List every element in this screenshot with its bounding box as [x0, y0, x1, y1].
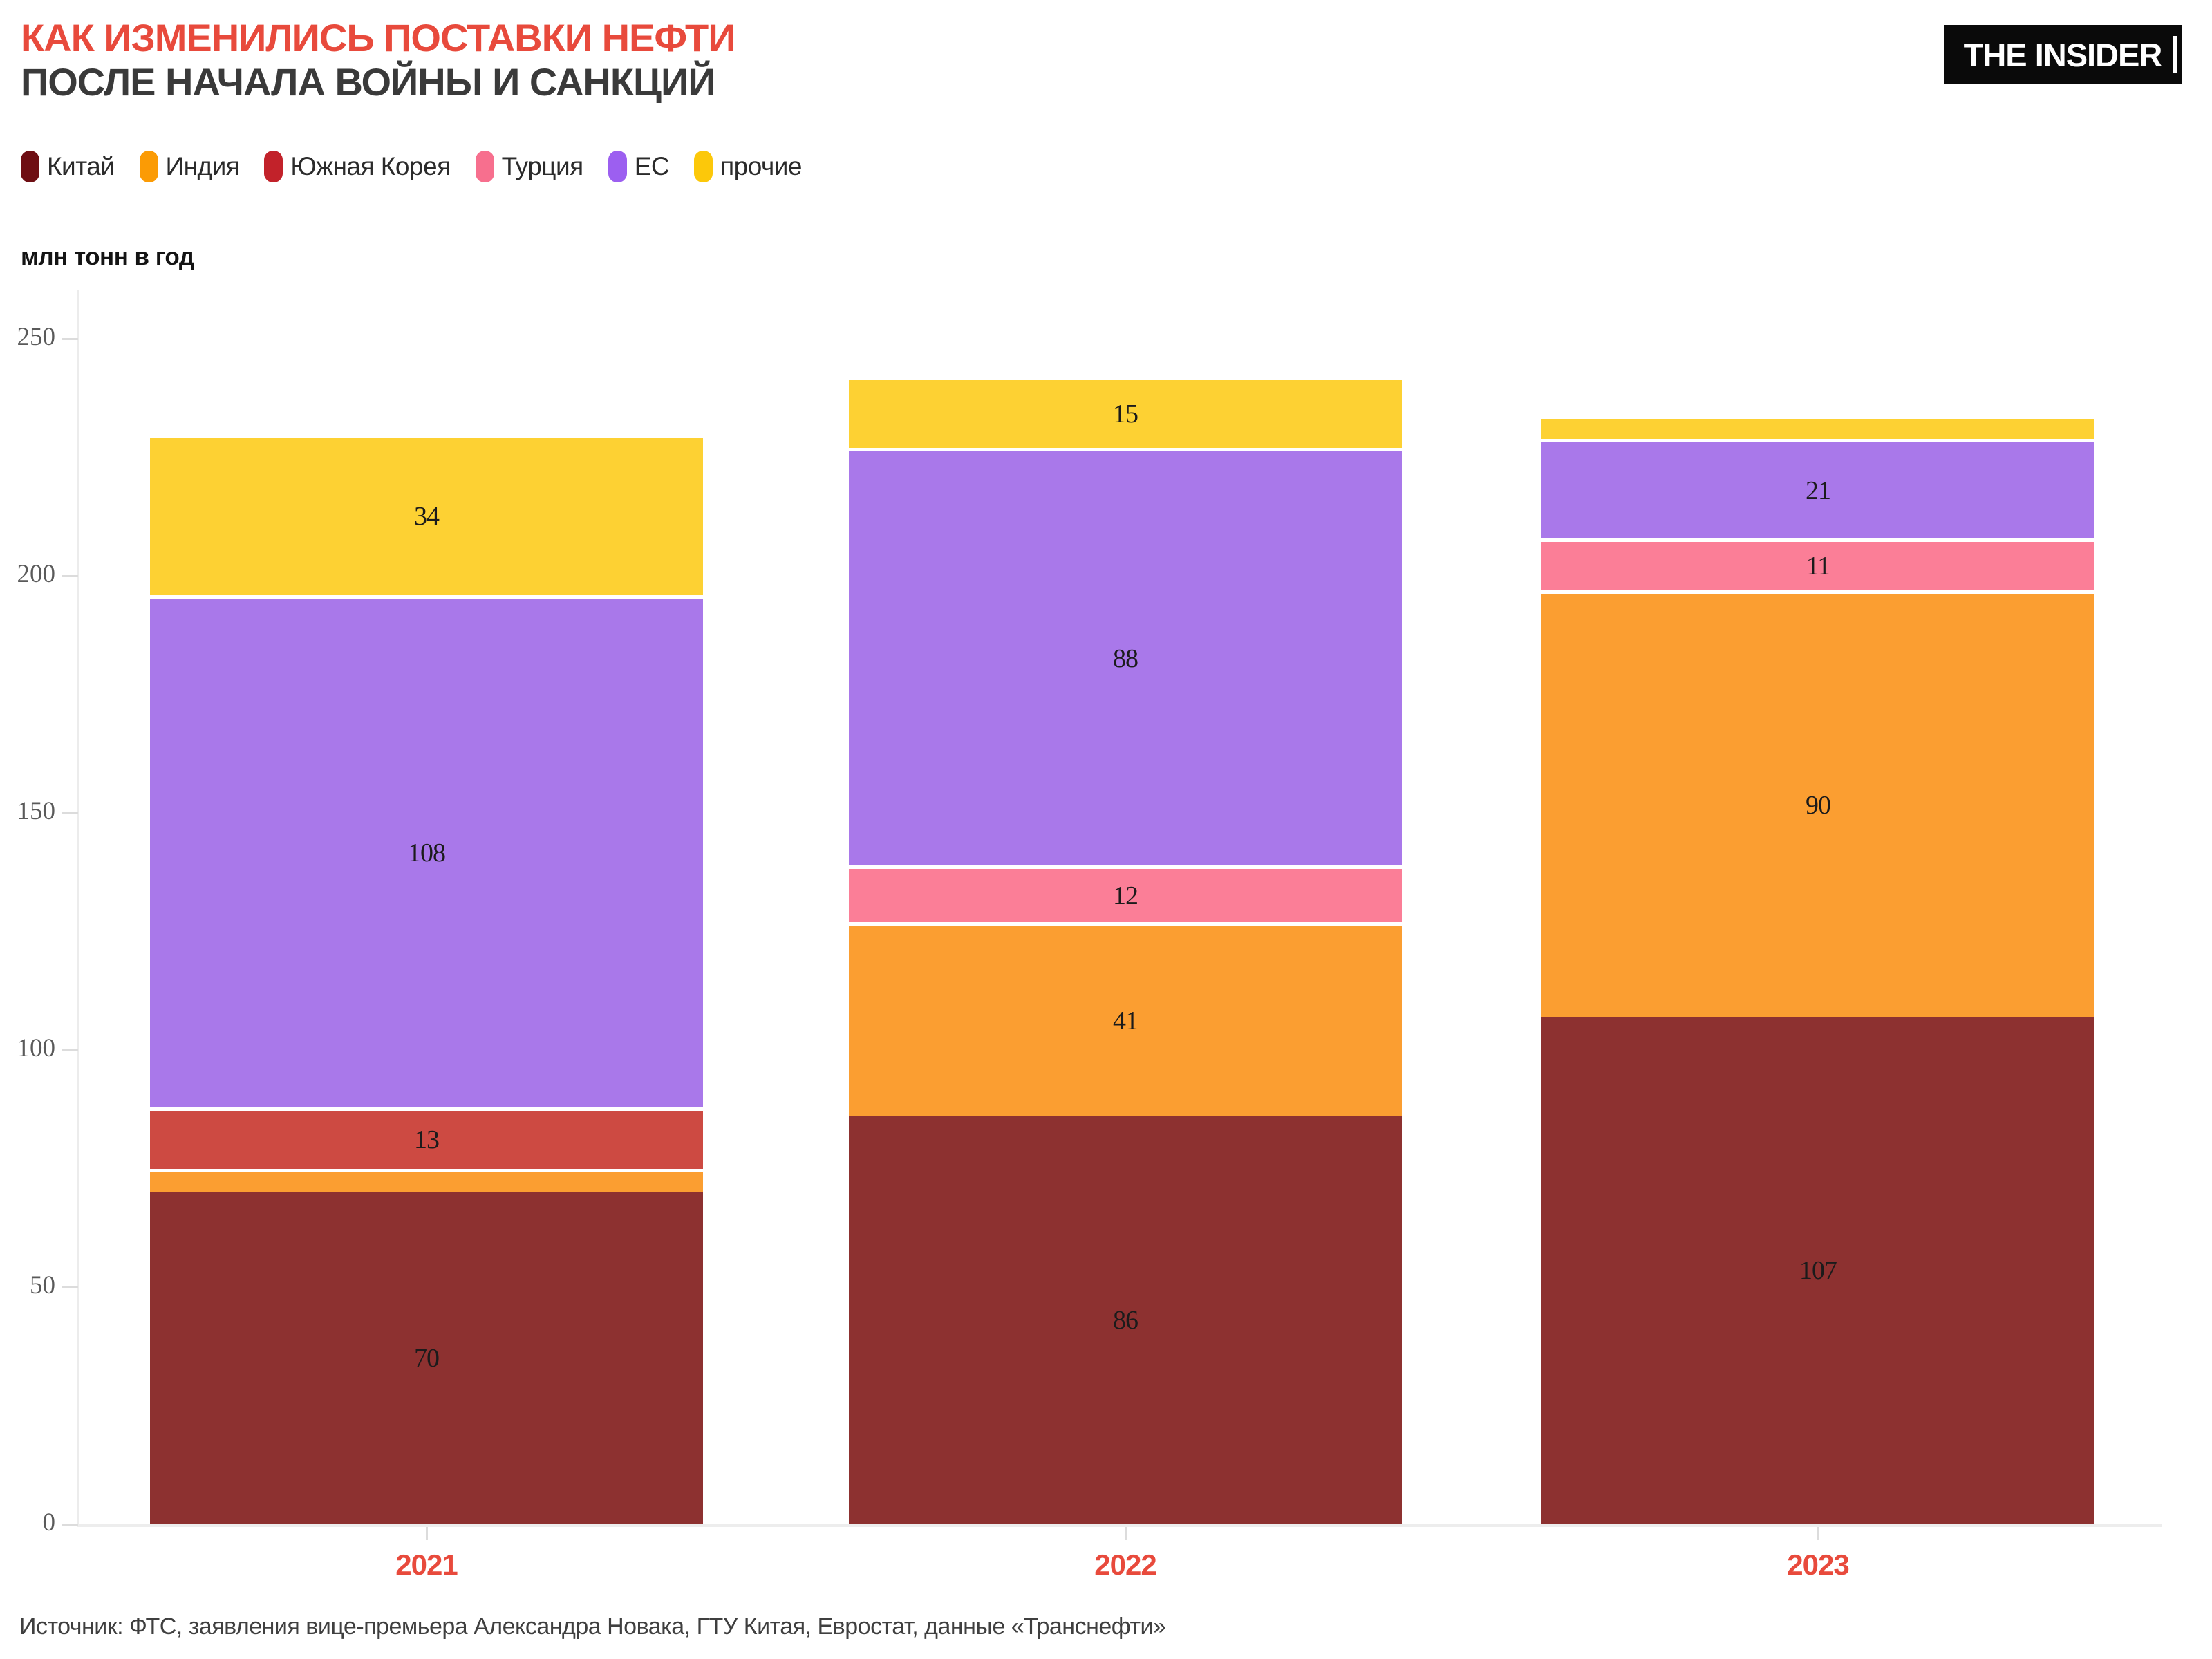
y-tick-label: 100: [17, 1034, 56, 1062]
source-note: Источник: ФТС, заявления вице-премьера А…: [19, 1613, 1166, 1640]
legend-swatch: [608, 151, 627, 182]
x-tick: [426, 1527, 428, 1540]
x-tick: [1125, 1527, 1127, 1540]
bar-2021: 70 13 108 34: [150, 433, 703, 1524]
legend: Китай Индия Южная Корея Турция ЕС прочие: [21, 151, 803, 182]
segment-value-label: 34: [414, 502, 440, 531]
bar-segment-прочие: 15: [849, 377, 1402, 448]
bar-segment-Индия: [150, 1169, 703, 1192]
y-tick: [62, 1049, 78, 1051]
segment-value-label: 12: [1113, 881, 1138, 910]
legend-item: прочие: [694, 151, 803, 182]
x-axis-year-label: 2023: [1787, 1548, 1849, 1581]
bar-segment-Турция: 11: [1541, 538, 2094, 590]
y-tick: [62, 338, 78, 340]
y-tick-label: 200: [17, 560, 56, 588]
y-axis-line: [77, 290, 79, 1525]
segment-value-label: 21: [1806, 476, 1831, 505]
y-tick: [62, 1524, 78, 1526]
legend-item: Южная Корея: [264, 151, 451, 182]
legend-swatch: [264, 151, 283, 182]
x-axis-line: [77, 1524, 2162, 1527]
bar-segment-Китай: 86: [849, 1116, 1402, 1524]
bar-segment-Китай: 70: [150, 1192, 703, 1524]
y-tick-label: 50: [30, 1271, 55, 1300]
legend-swatch: [21, 151, 39, 182]
page-title-line1: КАК ИЗМЕНИЛИСЬ ПОСТАВКИ НЕФТИ: [21, 16, 735, 59]
bar-segment-прочие: 34: [150, 434, 703, 595]
the-insider-logo: THE INSIDER: [1944, 25, 2182, 84]
legend-item: Индия: [139, 151, 240, 182]
legend-item: ЕС: [608, 151, 670, 182]
segment-value-label: 88: [1113, 644, 1138, 673]
bar-2023: 107 90 11 21: [1541, 415, 2094, 1524]
bar-segment-ЕС: 108: [150, 595, 703, 1107]
legend-item: Турция: [475, 151, 584, 182]
bar-segment-Индия: 41: [849, 922, 1402, 1116]
logo-cursor-bar: [2173, 36, 2177, 73]
segment-value-label: 15: [1113, 400, 1138, 429]
bar-segment-прочие: [1541, 415, 2094, 439]
legend-item-label: ЕС: [634, 152, 670, 180]
segment-value-label: 41: [1113, 1006, 1138, 1035]
bar-segment-Южная Корея: 13: [150, 1107, 703, 1169]
legend-swatch: [139, 151, 158, 182]
segment-value-label: 90: [1806, 791, 1831, 820]
y-tick: [62, 1286, 78, 1288]
segment-value-label: 13: [414, 1125, 440, 1154]
legend-item-label: Турция: [501, 152, 584, 180]
segment-value-label: 86: [1113, 1306, 1138, 1335]
y-tick: [62, 812, 78, 814]
bar-segment-ЕС: 21: [1541, 439, 2094, 538]
x-axis-year-label: 2021: [395, 1548, 458, 1581]
axis-unit-label: млн тонн в год: [21, 243, 194, 270]
legend-swatch: [694, 151, 713, 182]
x-tick: [1817, 1527, 1819, 1540]
bar-segment-Индия: 90: [1541, 590, 2094, 1017]
x-axis-year-label: 2022: [1094, 1548, 1156, 1581]
legend-swatch: [475, 151, 494, 182]
legend-item-label: Южная Корея: [290, 152, 451, 180]
legend-item-label: прочие: [720, 152, 803, 180]
legend-item-label: Индия: [165, 152, 240, 180]
segment-value-label: 70: [414, 1344, 440, 1373]
segment-value-label: 107: [1799, 1256, 1837, 1285]
bar-segment-ЕС: 88: [849, 448, 1402, 865]
bar-segment-Китай: 107: [1541, 1017, 2094, 1524]
bar-segment-Турция: 12: [849, 865, 1402, 922]
segment-value-label: 108: [408, 838, 446, 868]
y-tick-label: 150: [17, 797, 56, 825]
y-tick-label: 0: [42, 1508, 56, 1537]
bar-2022: 86 41 12 88 15: [849, 377, 1402, 1524]
y-tick: [62, 575, 78, 577]
legend-item: Китай: [21, 151, 115, 182]
legend-item-label: Китай: [47, 152, 115, 180]
segment-value-label: 11: [1806, 552, 1831, 581]
logo-text: THE INSIDER: [1963, 36, 2163, 73]
y-tick-label: 250: [17, 323, 56, 351]
page-title-line2: ПОСЛЕ НАЧАЛА ВОЙНЫ И САНКЦИЙ: [21, 60, 715, 104]
